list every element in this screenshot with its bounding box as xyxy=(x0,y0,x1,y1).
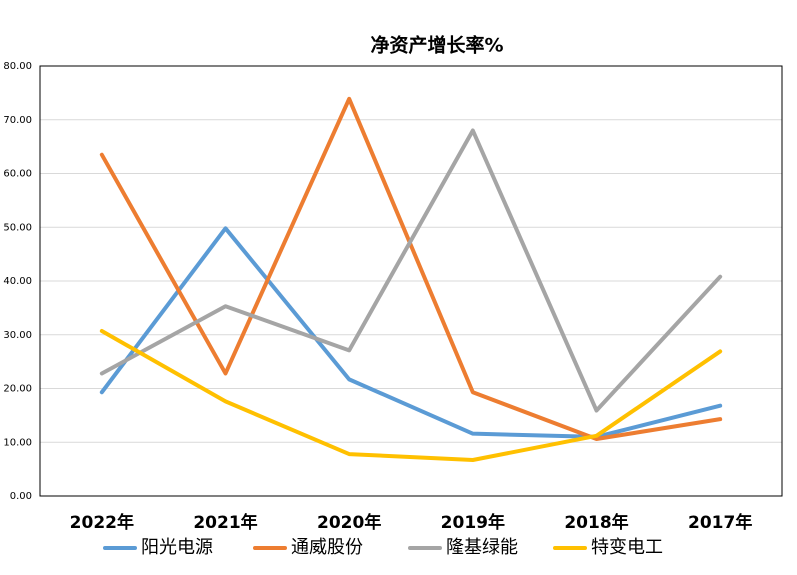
legend-label: 特变电工 xyxy=(591,537,663,558)
series-line xyxy=(99,328,723,462)
x-tick-label: 2020年 xyxy=(317,512,381,533)
y-tick-label: 80.00 xyxy=(3,61,32,72)
legend-label: 隆基绿能 xyxy=(446,537,518,558)
y-tick-label: 50.00 xyxy=(3,222,32,233)
legend-label: 阳光电源 xyxy=(141,537,213,558)
x-tick-label: 2019年 xyxy=(441,512,505,533)
series-line xyxy=(99,128,723,413)
x-tick-label: 2018年 xyxy=(564,512,628,533)
y-tick-label: 20.00 xyxy=(3,384,32,395)
y-tick-label: 40.00 xyxy=(3,276,32,287)
x-tick-label: 2017年 xyxy=(688,512,752,533)
y-tick-label: 60.00 xyxy=(3,169,32,180)
series-line xyxy=(99,96,723,442)
y-tick-label: 30.00 xyxy=(3,330,32,341)
y-tick-label: 10.00 xyxy=(3,437,32,448)
y-tick-label: 70.00 xyxy=(3,115,32,126)
x-tick-label: 2022年 xyxy=(70,512,134,533)
plot-border xyxy=(39,65,783,497)
chart-title: 净资产增长率% xyxy=(370,34,503,57)
legend-label: 通威股份 xyxy=(291,537,363,558)
x-tick-label: 2021年 xyxy=(193,512,257,533)
series-line xyxy=(99,226,723,439)
y-tick-label: 0.00 xyxy=(10,491,32,502)
